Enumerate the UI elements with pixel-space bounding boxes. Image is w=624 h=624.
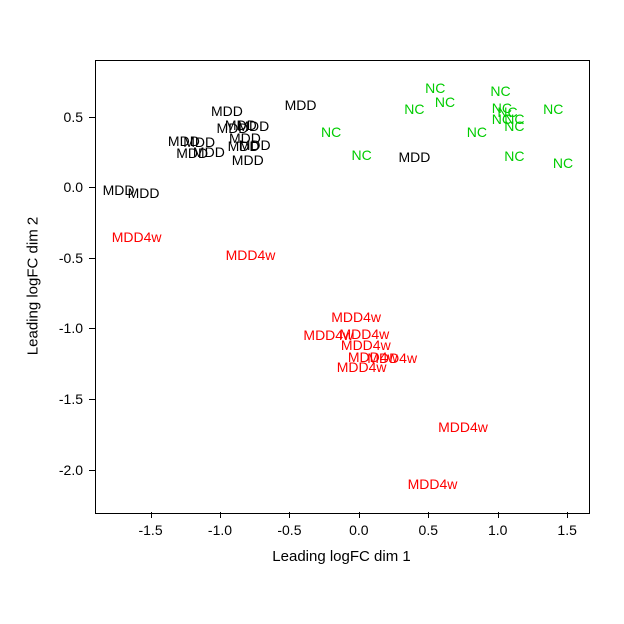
x-axis-title: Leading logFC dim 1 [272,548,410,565]
y-tick-mark [89,117,95,118]
data-point: MDD4w [408,476,458,492]
data-point: NC [352,147,372,163]
y-tick-mark [89,258,95,259]
y-tick-mark [89,328,95,329]
y-tick-label: -1.5 [59,391,83,407]
x-tick-mark [359,512,360,518]
y-tick-mark [89,470,95,471]
data-point: NC [321,124,341,140]
y-tick-mark [89,399,95,400]
x-tick-mark [220,512,221,518]
data-point: NC [435,94,455,110]
x-tick-label: 1.0 [488,522,507,538]
x-tick-mark [567,512,568,518]
y-tick-label: 0.5 [64,109,83,125]
data-point: MDD4w [112,229,162,245]
data-point: MDD4w [331,309,381,325]
x-tick-label: 0.0 [349,522,368,538]
data-point: MDD [128,185,160,201]
data-point: NC [404,101,424,117]
data-point: MDD [193,144,225,160]
x-tick-label: -1.0 [208,522,232,538]
data-point: NC [553,155,573,171]
data-point: NC [490,83,510,99]
data-point: NC [504,148,524,164]
data-point: NC [504,118,524,134]
y-tick-label: -1.0 [59,320,83,336]
data-point: MDD4w [226,247,276,263]
x-tick-label: -1.5 [138,522,162,538]
data-point: NC [467,124,487,140]
x-tick-label: -0.5 [277,522,301,538]
y-axis-title: Leading logFC dim 2 [25,217,42,355]
x-tick-mark [151,512,152,518]
data-point: NC [543,101,563,117]
x-tick-label: 0.5 [419,522,438,538]
y-tick-label: -0.5 [59,250,83,266]
y-tick-label: -2.0 [59,462,83,478]
x-tick-mark [428,512,429,518]
data-point: MDD [398,149,430,165]
x-tick-mark [289,512,290,518]
data-point: MDD [285,97,317,113]
y-tick-mark [89,187,95,188]
chart-container: Leading logFC dim 1 Leading logFC dim 2 … [0,0,624,624]
data-point: MDD4w [438,419,488,435]
x-tick-label: 1.5 [557,522,576,538]
x-tick-mark [498,512,499,518]
y-tick-label: 0.0 [64,179,83,195]
data-point: MDD [239,137,271,153]
data-point: MDD4w [337,359,387,375]
data-point: MDD [232,152,264,168]
